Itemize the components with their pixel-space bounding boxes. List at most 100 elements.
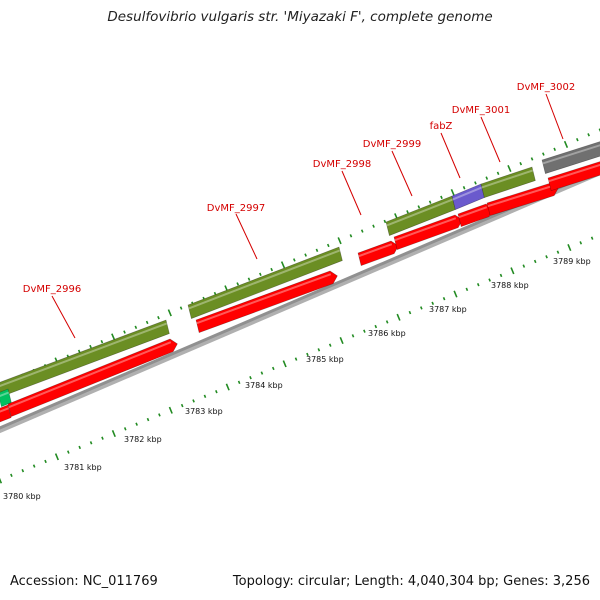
feature-dvmf-3002-gray	[541, 141, 600, 174]
outer-tick	[440, 195, 443, 200]
gene-label-dvmf-2998[interactable]: DvMF_2998	[313, 159, 371, 170]
inner-tick	[556, 250, 560, 254]
feature-track	[0, 141, 600, 423]
outer-tick	[280, 261, 286, 269]
outer-tick	[360, 229, 364, 233]
inner-tick	[567, 243, 572, 252]
outer-tick	[270, 267, 274, 272]
outer-tick	[89, 344, 92, 349]
inner-tick	[237, 380, 241, 385]
outer-tick	[167, 309, 172, 317]
feature-green-edge-highlight	[0, 391, 10, 398]
leader-dvmf-2998	[341, 170, 362, 216]
outer-tick	[77, 349, 81, 354]
backbone-line	[0, 168, 600, 430]
gene-label-dvmf-2996[interactable]: DvMF_2996	[23, 284, 81, 295]
inner-tick	[442, 296, 446, 301]
gene-label-dvmf-3001[interactable]: DvMF_3001	[452, 105, 510, 116]
inner-tick	[476, 283, 480, 287]
reverse-gene-dvmf-2999-highlight	[394, 217, 457, 242]
inner-tick	[249, 376, 252, 380]
backbone-shadow	[0, 168, 600, 434]
reverse-gene-edge-highlight	[0, 407, 10, 413]
outer-tick	[304, 253, 307, 257]
gene-label-fabz[interactable]: fabZ	[430, 121, 453, 132]
inner-tick	[54, 453, 59, 461]
inner-tick	[21, 469, 25, 473]
outer-tick	[247, 277, 251, 281]
inner-tick	[44, 459, 47, 464]
outer-tick	[145, 320, 149, 325]
inner-tick	[0, 477, 3, 484]
outer-tick	[326, 243, 330, 248]
outer-tick	[406, 210, 409, 214]
reverse-gene-dvmf-2997	[195, 270, 338, 334]
kbp-label-3787: 3787 kbp	[429, 305, 467, 314]
reverse-gene-dvmf-2998-highlight	[358, 243, 393, 258]
reverse-gene-fabz-highlight	[458, 206, 488, 219]
inner-tick	[203, 394, 207, 398]
inner-tick	[374, 324, 378, 329]
feature-fabz-purple-highlight	[452, 186, 483, 201]
outer-tick	[485, 176, 489, 180]
outer-tick	[236, 282, 240, 286]
inner-tick	[590, 236, 594, 240]
reverse-gene-dvmf-2997-highlight	[196, 273, 332, 325]
outer-tick	[450, 189, 455, 197]
kbp-label-3781: 3781 kbp	[64, 463, 102, 472]
outer-tick	[157, 315, 160, 320]
inner-tick	[215, 389, 218, 394]
inner-tick	[465, 287, 469, 292]
outer-tick	[315, 248, 319, 252]
forward-gene-dvmf-2997-highlight	[188, 249, 341, 310]
inner-tick	[260, 371, 264, 375]
inner-tick	[351, 334, 355, 338]
outer-tick	[507, 164, 512, 173]
inner-tick	[499, 273, 503, 278]
forward-gene-dvmf-3001	[480, 166, 536, 198]
inner-tick	[420, 306, 423, 310]
inner-tick	[101, 436, 104, 440]
inner-tick	[431, 301, 435, 305]
gene-label-dvmf-2999[interactable]: DvMF_2999	[363, 139, 421, 150]
outer-tick	[587, 133, 590, 137]
kbp-label-3789: 3789 kbp	[553, 257, 591, 266]
outer-tick	[553, 147, 557, 151]
inner-tick	[328, 343, 332, 347]
backbone-layer	[0, 168, 600, 434]
outer-tick	[519, 161, 523, 166]
kbp-label-3782: 3782 kbp	[124, 435, 162, 444]
inner-tick	[158, 413, 161, 417]
outer-tick	[563, 140, 569, 148]
outer-tick	[428, 200, 432, 204]
inner-tick	[317, 348, 321, 352]
outer-tick	[474, 181, 477, 185]
inner-tick	[168, 406, 173, 414]
reverse-gene-dvmf-3001-highlight	[487, 185, 553, 208]
reverse-gene-dvmf-3001	[486, 182, 559, 216]
outer-tick	[100, 340, 104, 344]
inner-tick	[89, 441, 93, 445]
inner-tick	[10, 473, 13, 478]
gene-label-dvmf-3002[interactable]: DvMF_3002	[517, 82, 575, 93]
kbp-label-3784: 3784 kbp	[245, 381, 283, 390]
outer-tick	[292, 258, 296, 262]
forward-gene-dvmf-2996-highlight	[0, 322, 168, 388]
gene-label-dvmf-2997[interactable]: DvMF_2997	[207, 203, 265, 214]
outer-tick	[111, 333, 116, 341]
accession-label: Accession: NC_011769	[10, 574, 158, 589]
inner-tick	[579, 241, 583, 245]
inner-tick	[545, 255, 548, 259]
inner-tick	[306, 352, 309, 357]
inner-tick	[282, 360, 287, 368]
outer-tick	[576, 137, 579, 142]
inner-tick	[271, 366, 275, 371]
reverse-gene-dvmf-2996	[7, 338, 178, 418]
outer-tick	[337, 237, 342, 245]
kbp-labels: 3780 kbp 3781 kbp 3782 kbp 3783 kbp 3784…	[3, 257, 591, 501]
forward-gene-dvmf-3001-highlight	[481, 169, 534, 189]
leader-fabz	[440, 132, 461, 179]
inner-tick	[78, 445, 82, 450]
outer-tick	[542, 152, 545, 156]
